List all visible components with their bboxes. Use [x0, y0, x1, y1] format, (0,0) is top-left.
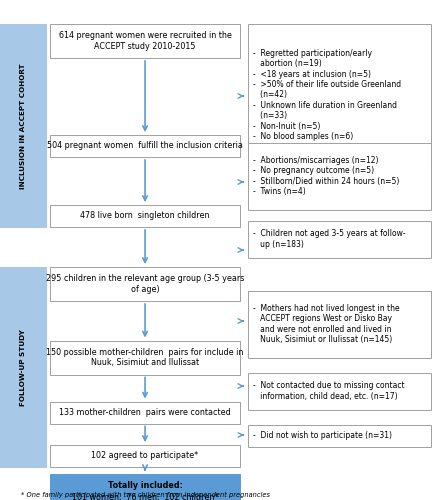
Text: 102 agreed to participate*: 102 agreed to participate*: [91, 452, 199, 460]
FancyBboxPatch shape: [0, 24, 47, 228]
Text: Totally included:: Totally included:: [108, 481, 182, 490]
Text: 133 mother-children  pairs were contacted: 133 mother-children pairs were contacted: [59, 408, 231, 417]
FancyBboxPatch shape: [248, 142, 431, 210]
FancyBboxPatch shape: [248, 220, 431, 258]
Text: 478 live born  singleton children: 478 live born singleton children: [80, 212, 210, 220]
Text: -  Regretted participation/early
   abortion (n=19)
-  <18 years at inclusion (n: - Regretted participation/early abortion…: [253, 49, 401, 141]
FancyBboxPatch shape: [50, 445, 240, 467]
FancyBboxPatch shape: [50, 205, 240, 227]
Text: 150 possible mother-children  pairs for include in
Nuuk, Sisimiut and Ilulissat: 150 possible mother-children pairs for i…: [46, 348, 244, 367]
FancyBboxPatch shape: [50, 24, 240, 58]
FancyBboxPatch shape: [50, 267, 240, 301]
FancyBboxPatch shape: [248, 372, 431, 410]
Text: 504 pregnant women  fulfill the inclusion criteria: 504 pregnant women fulfill the inclusion…: [47, 142, 243, 150]
Text: -  Did not wish to participate (n=31): - Did not wish to participate (n=31): [253, 432, 392, 440]
FancyBboxPatch shape: [50, 340, 240, 374]
Text: 614 pregnant women were recruited in the
ACCEPT study 2010-2015: 614 pregnant women were recruited in the…: [58, 32, 232, 50]
FancyBboxPatch shape: [248, 425, 431, 447]
FancyBboxPatch shape: [50, 402, 240, 423]
Text: -  Mothers had not lived longest in the
   ACCEPT regions West or Disko Bay
   a: - Mothers had not lived longest in the A…: [253, 304, 400, 344]
Text: INCLUSION IN ACCEPT COHORT: INCLUSION IN ACCEPT COHORT: [20, 63, 26, 189]
Text: FOLLOW-UP STUDY: FOLLOW-UP STUDY: [20, 329, 26, 406]
Text: * One family participated with two children from independent pregnancies: * One family participated with two child…: [20, 492, 270, 498]
FancyBboxPatch shape: [50, 135, 240, 157]
FancyBboxPatch shape: [248, 24, 431, 166]
Text: -  Children not aged 3-5 years at follow-
   up (n=183): - Children not aged 3-5 years at follow-…: [253, 230, 405, 248]
FancyBboxPatch shape: [50, 474, 240, 500]
Text: -  Abortions/miscarriages (n=12)
-  No pregnancy outcome (n=5)
-  Stillborn/Died: - Abortions/miscarriages (n=12) - No pre…: [253, 156, 399, 196]
FancyBboxPatch shape: [248, 290, 431, 358]
Text: 295 children in the relevant age group (3-5 years
of age): 295 children in the relevant age group (…: [46, 274, 244, 293]
Text: 101 women,  76 men,  102 children*: 101 women, 76 men, 102 children*: [72, 492, 218, 500]
Text: -  Not contacted due to missing contact
   information, child dead, etc. (n=17): - Not contacted due to missing contact i…: [253, 382, 404, 400]
FancyBboxPatch shape: [0, 267, 47, 468]
